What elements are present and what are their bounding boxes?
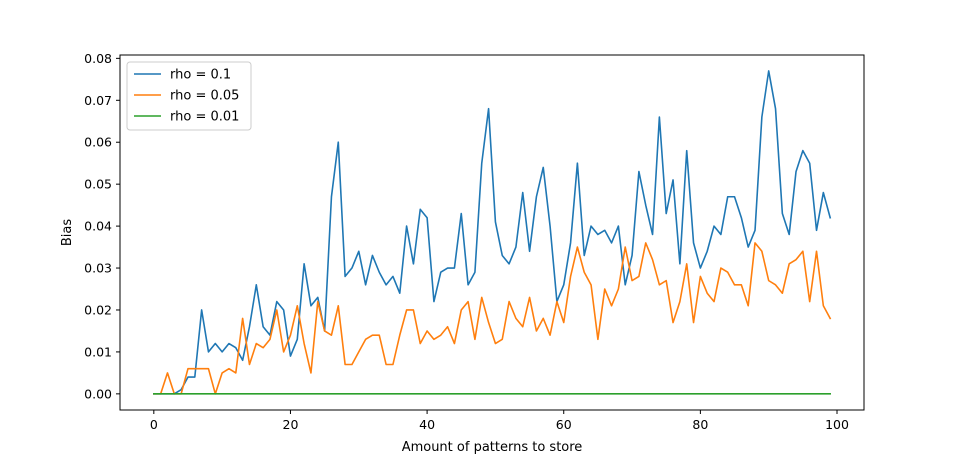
legend-label: rho = 0.1 xyxy=(170,68,231,83)
x-axis-ticks: 0 20 40 60 80 100 xyxy=(150,410,849,432)
legend-box xyxy=(126,61,252,131)
y-tick-label: 0.00 xyxy=(84,386,112,401)
y-tick-label: 0.08 xyxy=(84,51,112,66)
legend-label: rho = 0.05 xyxy=(170,89,239,104)
x-tick-label: 80 xyxy=(692,417,708,432)
y-axis-ticks: 0.00 0.01 0.02 0.03 0.04 0.05 0.06 0.07 0.08 xyxy=(84,51,120,401)
y-axis-label: Bias xyxy=(60,219,75,246)
y-tick-label: 0.07 xyxy=(84,93,112,108)
plot-area xyxy=(153,70,832,395)
axes-frame xyxy=(119,54,865,411)
y-tick-label: 0.04 xyxy=(84,219,112,234)
legend: rho = 0.1 rho = 0.05 rho = 0.01 xyxy=(126,61,252,131)
x-axis-label: Amount of patterns to store xyxy=(402,440,583,455)
x-tick-label: 60 xyxy=(556,417,572,432)
x-tick-label: 0 xyxy=(150,417,158,432)
x-tick-label: 40 xyxy=(419,417,435,432)
series-line-2 xyxy=(153,242,832,395)
y-tick-label: 0.06 xyxy=(84,135,112,150)
y-tick-label: 0.02 xyxy=(84,302,112,317)
x-tick-label: 100 xyxy=(825,417,849,432)
y-tick-label: 0.05 xyxy=(84,177,112,192)
legend-label: rho = 0.01 xyxy=(170,110,239,125)
y-tick-label: 0.03 xyxy=(84,261,112,276)
series-line-1 xyxy=(153,70,832,395)
y-tick-label: 0.01 xyxy=(84,344,112,359)
x-tick-label: 20 xyxy=(283,417,299,432)
